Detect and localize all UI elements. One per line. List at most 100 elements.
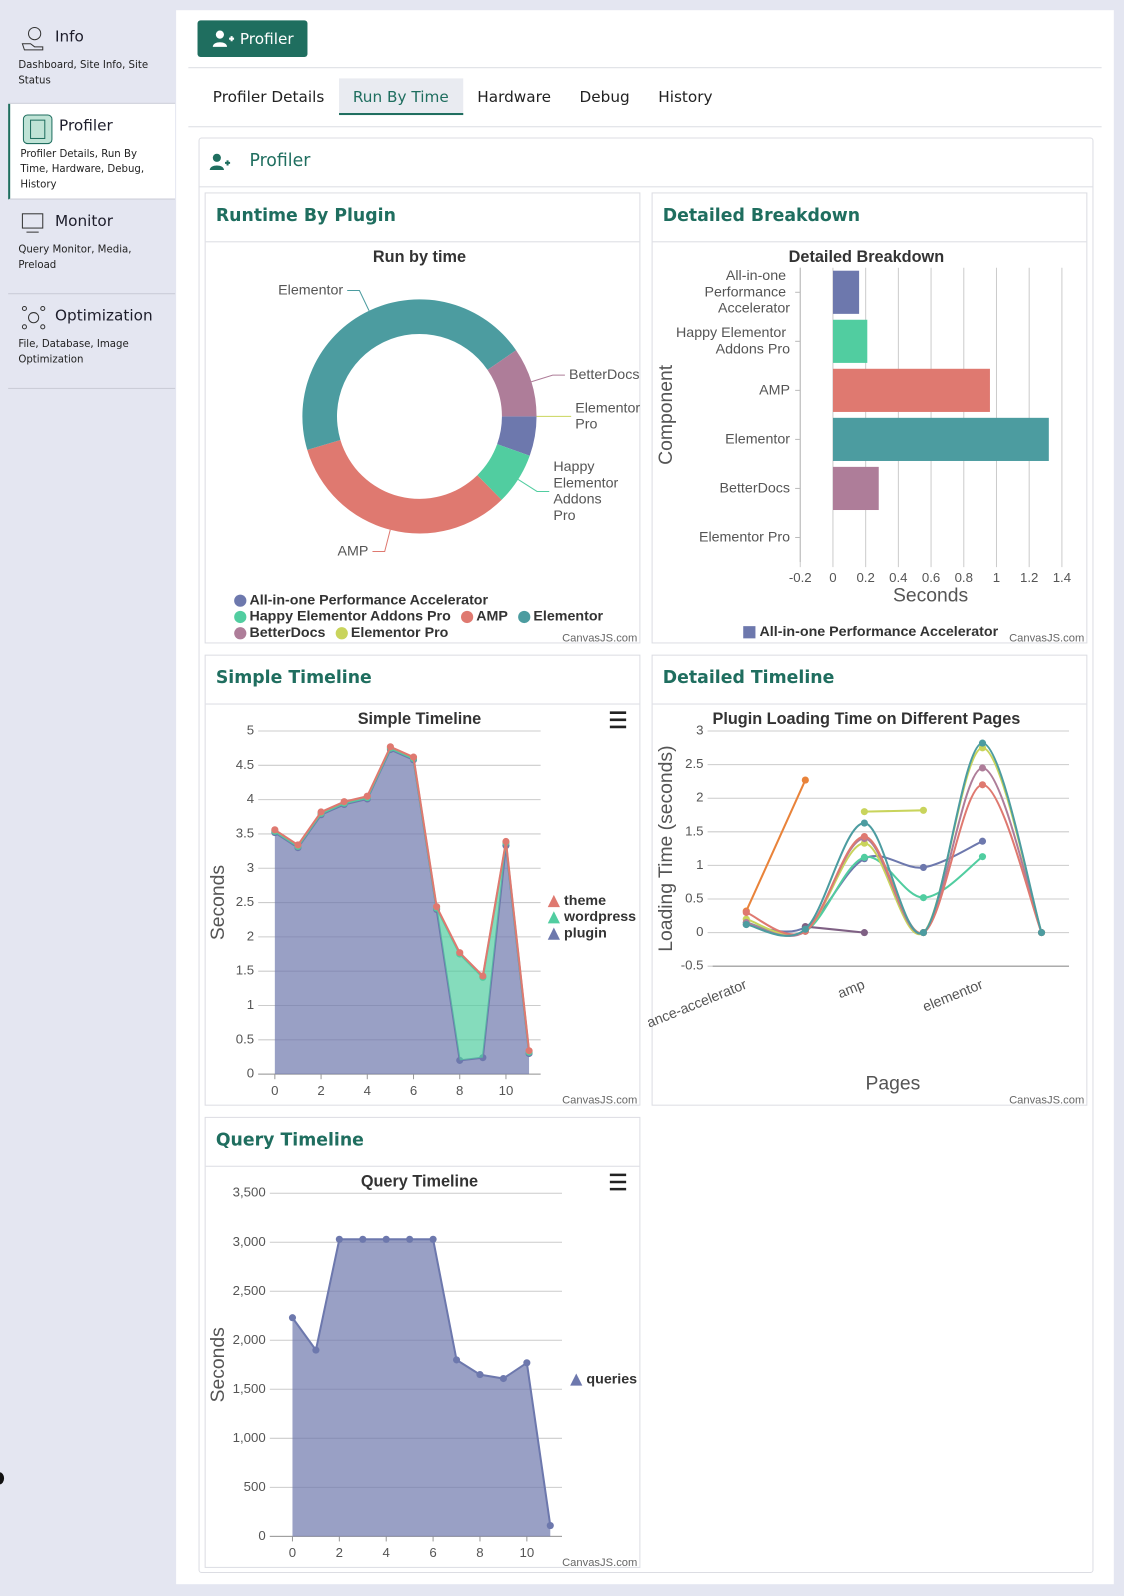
area-fill — [292, 1239, 551, 1537]
legend-label: BetterDocs — [249, 625, 325, 641]
chart-title: Run by time — [373, 248, 466, 266]
legend-label: queries — [586, 1371, 637, 1387]
card: Detailed Timeline — [651, 654, 1088, 1106]
icon — [21, 213, 44, 233]
y-tick-label: 1 — [247, 997, 254, 1012]
legend-marker — [335, 627, 348, 640]
y-tick-label: 3 — [696, 723, 703, 738]
chart-title: Plugin Loading Time on Different Pages — [712, 710, 1020, 728]
point — [860, 853, 868, 861]
icon — [21, 305, 46, 330]
x-tick-label: 8 — [456, 1083, 463, 1098]
y-axis-title: Component — [655, 364, 677, 465]
leader-line — [347, 290, 370, 311]
card: Query Timeline — [204, 1116, 641, 1568]
profiler-button[interactable]: Profiler — [197, 20, 308, 58]
bar — [832, 319, 868, 363]
nav-title: Monitor — [54, 211, 114, 231]
legend-marker — [234, 627, 247, 640]
legend-label: theme — [564, 893, 606, 909]
y-tick-label: 3,500 — [233, 1185, 266, 1200]
x-tick-label: ance-accelerator — [645, 977, 750, 1032]
area-line — [291, 1238, 552, 1526]
nav-item[interactable]: Optimization File, Database, Image Optim… — [8, 294, 176, 389]
bar — [832, 270, 860, 314]
nav-item[interactable]: Info Dashboard, Site Info, Site Status — [8, 15, 176, 104]
y-tick-label: All-in-one Performance Accelerator — [705, 268, 791, 317]
button-label: Profiler — [239, 29, 294, 48]
tab[interactable]: Hardware — [477, 87, 551, 106]
card-heading: Runtime By Plugin — [205, 193, 640, 243]
tab[interactable]: Profiler Details — [212, 87, 325, 106]
y-tick-label: 4 — [247, 791, 254, 806]
card: Simple Timeline — [204, 654, 641, 1106]
card-heading: Detailed Timeline — [652, 656, 1087, 705]
point — [502, 837, 510, 846]
area-line — [274, 745, 531, 1051]
legend-marker — [460, 610, 474, 624]
tabs: Profiler Details Run By Time Hardware De… — [199, 78, 727, 116]
x-tick-label: 0.8 — [955, 570, 973, 585]
point — [429, 1235, 437, 1243]
point — [919, 806, 927, 814]
tab[interactable]: History — [658, 87, 713, 106]
tab[interactable]: Debug — [579, 87, 630, 106]
y-tick-label: 1 — [696, 857, 703, 872]
point — [406, 1235, 414, 1243]
series-line — [745, 746, 1043, 937]
y-tick-label: BetterDocs — [720, 480, 791, 496]
nav-item[interactable]: Monitor Query Monitor, Media, Preload — [8, 200, 176, 295]
point — [359, 1235, 367, 1243]
credit: CanvasJS.com — [1009, 1095, 1084, 1107]
point — [978, 764, 987, 772]
y-tick-label: 4.5 — [236, 757, 254, 772]
point — [271, 826, 279, 834]
icon — [212, 30, 234, 47]
y-tick-label: 3 — [247, 860, 254, 875]
y-tick-label: 2,000 — [233, 1332, 266, 1347]
slice-label: AMP — [338, 543, 369, 559]
nav-subtitle: Profiler Details, Run By Time, Hardware,… — [20, 148, 145, 191]
legend-label: wordpress — [563, 909, 636, 925]
nav-subtitle: Dashboard, Site Info, Site Status — [18, 60, 149, 87]
point — [317, 808, 325, 816]
dot — [0, 1472, 5, 1485]
nav-item[interactable]: Profiler Profiler Details, Run By Time, … — [8, 103, 176, 200]
x-tick-label: elementor — [921, 977, 986, 1016]
legend-marker — [518, 610, 531, 624]
y-tick-label: 0 — [258, 1528, 265, 1543]
legend-marker — [234, 610, 247, 624]
point — [363, 792, 371, 800]
point — [860, 808, 868, 816]
y-axis-title: Loading Time (seconds) — [655, 745, 677, 951]
point — [340, 798, 348, 806]
slice-label: Elementor — [278, 282, 343, 298]
x-tick-label: 0.4 — [889, 570, 907, 585]
legend-label: All-in-one Performance Accelerator — [249, 592, 488, 608]
x-tick-label: -0.2 — [789, 570, 812, 585]
legend-marker — [547, 894, 560, 908]
series-line — [746, 742, 1043, 937]
point — [335, 1235, 343, 1243]
credit: CanvasJS.com — [562, 632, 637, 644]
x-tick-label: 1 — [993, 570, 1000, 585]
point — [382, 1235, 390, 1243]
y-tick-label: 2.5 — [685, 756, 703, 771]
legend-label: plugin — [564, 925, 607, 941]
point — [860, 929, 868, 937]
point — [1037, 929, 1046, 937]
point — [479, 972, 487, 980]
y-tick-label: 0 — [247, 1066, 254, 1081]
point — [288, 1314, 297, 1322]
tab[interactable]: Run By Time — [338, 78, 464, 116]
x-tick-label: 10 — [519, 1545, 534, 1560]
chart-title: Detailed Breakdown — [789, 248, 944, 266]
y-tick-label: 0 — [696, 924, 703, 939]
legend-marker — [743, 626, 756, 639]
legend-marker — [547, 927, 560, 940]
x-tick-label: 1.2 — [1020, 570, 1038, 585]
y-tick-label: 2,500 — [233, 1283, 266, 1298]
point — [525, 1047, 533, 1055]
